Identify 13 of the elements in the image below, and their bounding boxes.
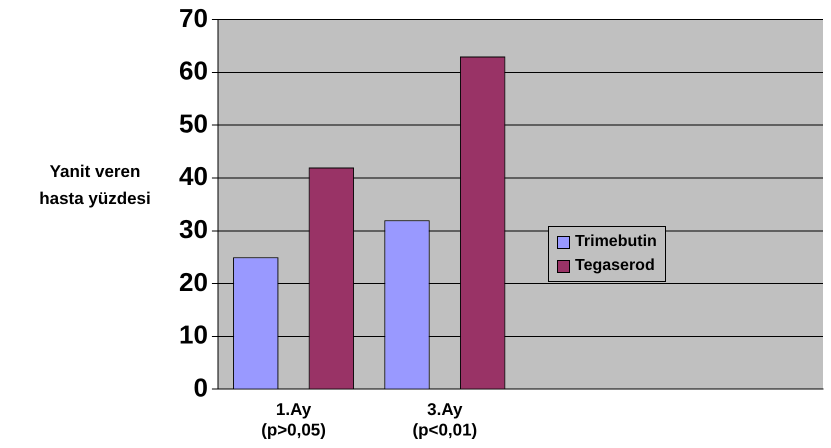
y-axis-title: Yanit veren hasta yüzdesi [38, 161, 152, 210]
y-tick-label: 10 [179, 320, 208, 350]
y-tick-label: 30 [179, 214, 208, 244]
legend-label: Trimebutin [575, 233, 657, 251]
x-tick-label: 3.Ay (p<0,01) [412, 400, 478, 440]
y-tick-label: 50 [179, 108, 208, 138]
y-tick-label: 20 [179, 266, 208, 297]
legend-label: Tegaserod [575, 257, 655, 275]
y-tick-label: 60 [179, 56, 208, 86]
y-tick-label: 70 [179, 2, 208, 33]
y-tick-label: 40 [179, 161, 208, 192]
x-tick-label: 1.Ay (p>0,05) [261, 400, 326, 440]
y-tick-label: 0 [193, 372, 208, 402]
